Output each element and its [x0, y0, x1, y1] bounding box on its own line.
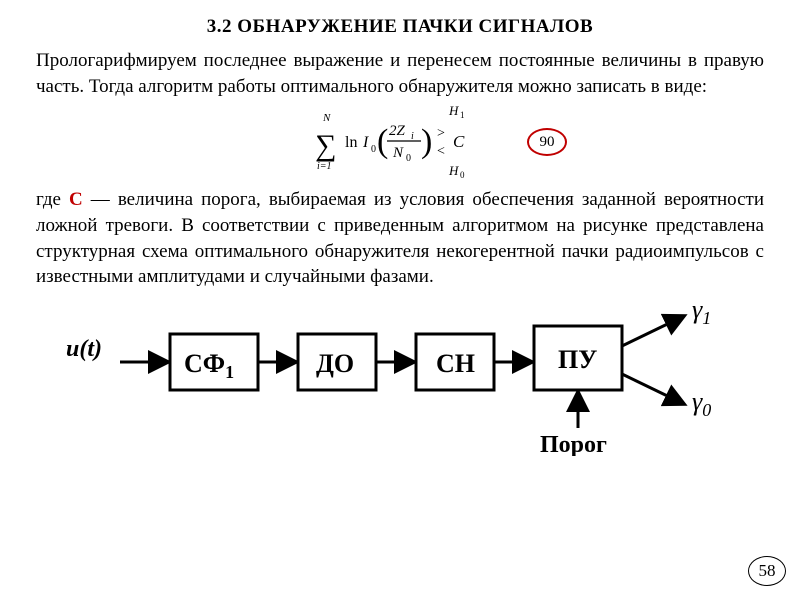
sum-lower: i=1: [317, 161, 332, 172]
frac-num-sub: i: [411, 131, 414, 142]
frac-den: N: [392, 145, 404, 161]
ln: ln: [345, 134, 357, 151]
formula-svg: N ∑ i=1 ln I 0 ( ) 2Z i N 0: [313, 103, 503, 181]
sigma-symbol: ∑: [315, 129, 336, 162]
block-diagram-wrap: u(t) СФ1 ДО СН ПУ γ1 γ0 Порог: [36, 296, 764, 456]
h0-sub: 0: [460, 170, 465, 180]
c: C: [453, 132, 465, 151]
i0: I: [362, 134, 369, 151]
block-pu-label: ПУ: [558, 345, 597, 374]
formula-row: N ∑ i=1 ln I 0 ( ) 2Z i N 0: [76, 103, 800, 181]
i0-sub: 0: [371, 144, 376, 155]
threshold-c-symbol: С: [69, 189, 83, 210]
sum-upper: N: [322, 112, 331, 124]
gt: >: [437, 126, 445, 141]
frac-den-sub: 0: [406, 153, 411, 164]
lparen: (: [377, 123, 388, 160]
block-do-label: ДО: [316, 349, 354, 378]
block-sn-label: СН: [436, 349, 475, 378]
paragraph-1: Прологарифмируем последнее выражение и п…: [36, 48, 764, 99]
h0: H: [448, 163, 459, 178]
frac-num: 2Z: [389, 123, 406, 139]
threshold-label: Порог: [540, 432, 607, 456]
page-number: 58: [759, 561, 776, 581]
paragraph-2: где С — величина порога, выбираемая из у…: [36, 187, 764, 290]
para2-before: где: [36, 189, 69, 210]
h1-sub: 1: [460, 110, 465, 120]
page: 3.2 ОБНАРУЖЕНИЕ ПАЧКИ СИГНАЛОВ Прологари…: [0, 0, 800, 600]
para2-after: — величина порога, выбираемая из условия…: [36, 189, 764, 287]
equation-number: 90: [540, 134, 555, 151]
page-number-badge: 58: [748, 556, 786, 586]
lt: <: [437, 144, 445, 159]
formula: N ∑ i=1 ln I 0 ( ) 2Z i N 0: [313, 103, 503, 181]
input-label: u(t): [66, 336, 102, 362]
output-gamma1: γ1: [692, 296, 711, 328]
h1: H: [448, 103, 459, 118]
rparen: ): [421, 123, 432, 160]
diagram-blocks: [170, 326, 622, 390]
output-gamma0: γ0: [692, 387, 711, 420]
equation-number-badge: 90: [527, 128, 567, 156]
block-diagram: u(t) СФ1 ДО СН ПУ γ1 γ0 Порог: [60, 296, 740, 456]
section-title: 3.2 ОБНАРУЖЕНИЕ ПАЧКИ СИГНАЛОВ: [36, 16, 764, 38]
